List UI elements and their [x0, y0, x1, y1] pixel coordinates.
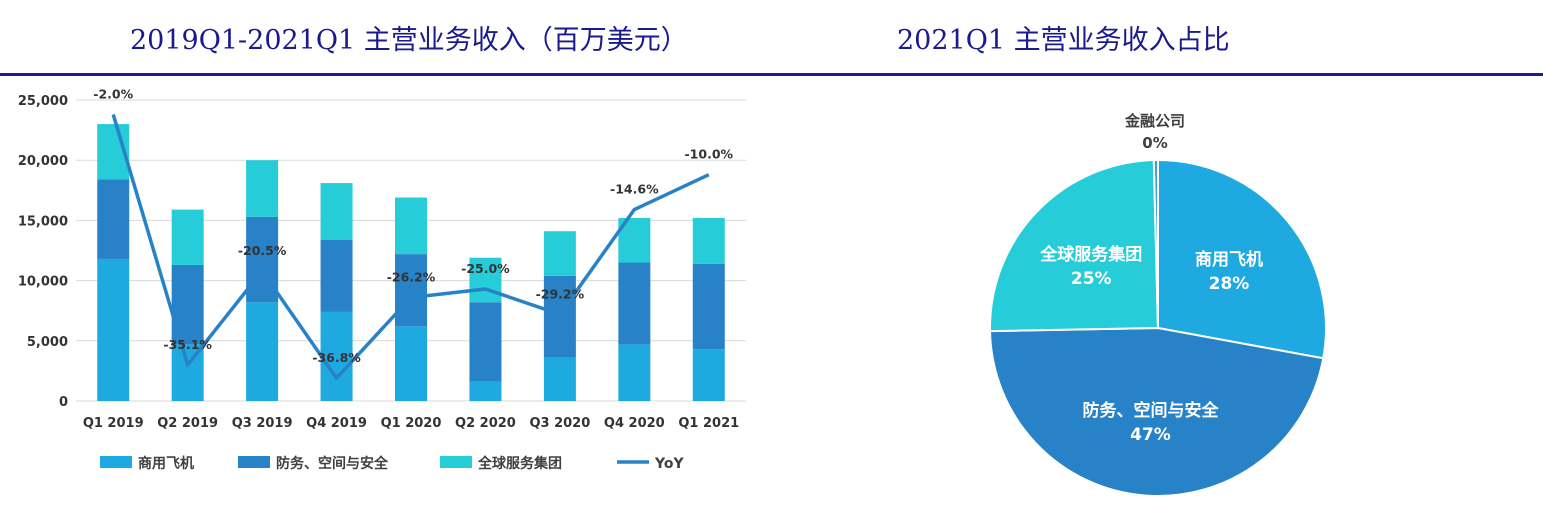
yoy-data-label: -29.2% [536, 286, 585, 301]
y-tick-label: 20,000 [18, 154, 68, 169]
bar-segment [692, 217, 725, 264]
bar-segment [320, 239, 353, 312]
bar-segment [469, 302, 502, 382]
bar-segment [469, 257, 502, 303]
pie-slice-percent: 47% [1130, 425, 1171, 445]
y-tick-label: 10,000 [18, 275, 68, 290]
legend-label: 防务、空间与安全 [276, 455, 389, 472]
yoy-data-label: -36.8% [312, 350, 361, 365]
bar-segment [692, 349, 725, 401]
bar-segment [171, 209, 204, 265]
legend-swatch [440, 456, 472, 468]
yoy-data-label: -10.0% [684, 147, 733, 162]
legend-label: YoY [654, 456, 684, 472]
yoy-line [111, 113, 710, 380]
x-tick-label: Q1 2020 [381, 416, 442, 431]
pie-slice-name: 金融公司 [1124, 112, 1185, 130]
yoy-data-label: -20.5% [238, 243, 287, 258]
legend-label: 商用飞机 [138, 455, 194, 472]
bar-segment [692, 263, 725, 350]
pie-slice [1157, 158, 1327, 360]
y-tick-label: 5,000 [27, 335, 68, 350]
bar-segment [543, 357, 576, 401]
yoy-data-label: -35.1% [163, 337, 212, 352]
pie-chart: 商用飞机 28% 防务、空间与安全 47% 全球服务集团 25% 金融公司 0% [989, 112, 1327, 497]
x-tick-label: Q4 2019 [306, 416, 367, 431]
bar-segment [469, 381, 502, 401]
x-tick-label: Q1 2021 [678, 416, 739, 431]
legend-swatch [100, 456, 132, 468]
pie-slice [989, 159, 1160, 333]
yoy-data-label: -2.0% [93, 86, 133, 101]
title-divider [0, 73, 1543, 76]
bar-segment [320, 311, 353, 401]
bar-segment [395, 254, 427, 327]
pie-slice-percent: 28% [1209, 274, 1250, 294]
pie-chart-title: 2021Q1 主营业务收入占比 [897, 25, 1230, 56]
bar-segment [97, 179, 130, 259]
bar-chart-title: 2019Q1-2021Q1 主营业务收入（百万美元） [130, 25, 688, 56]
legend-label: 全球服务集团 [477, 455, 562, 472]
y-tick-label: 25,000 [18, 94, 68, 109]
yoy-data-label: -26.2% [387, 269, 436, 284]
x-tick-label: Q1 2019 [83, 416, 144, 431]
pie-slice-name: 全球服务集团 [1039, 244, 1142, 265]
bar-segment [97, 258, 130, 401]
y-tick-label: 0 [59, 395, 68, 410]
x-tick-label: Q3 2020 [529, 416, 590, 431]
bar-segment [618, 262, 651, 345]
bar-segment [618, 344, 651, 401]
pie-slice-percent: 25% [1071, 269, 1112, 289]
x-tick-label: Q4 2020 [604, 416, 665, 431]
pie-slice [1152, 158, 1159, 329]
bar-chart-legend: 商用飞机 防务、空间与安全 全球服务集团 YoY [100, 455, 684, 472]
bar-segment [395, 326, 427, 401]
x-tick-label: Q2 2020 [455, 416, 516, 431]
bar-segment [543, 275, 576, 358]
bar-segment [246, 160, 279, 217]
pie-slice [989, 326, 1325, 497]
pie-slice-name: 防务、空间与安全 [1082, 400, 1219, 421]
stacked-bar-chart: 0 5,000 10,000 15,000 20,000 25,000 Q1 2019 Q2 … [18, 86, 746, 472]
pie-slice-percent: 0% [1142, 134, 1167, 152]
bar-segment [395, 197, 427, 255]
x-tick-label: Q3 2019 [232, 416, 293, 431]
legend-swatch [238, 456, 270, 468]
x-tick-label: Q2 2019 [157, 416, 218, 431]
bar-segment [246, 302, 279, 401]
bar-segment [543, 231, 576, 276]
yoy-data-label: -25.0% [461, 261, 510, 276]
y-tick-label: 15,000 [18, 214, 68, 229]
yoy-data-label: -14.6% [610, 182, 659, 197]
pie-slice-name: 商用飞机 [1195, 249, 1263, 270]
bar-segment [320, 183, 353, 240]
